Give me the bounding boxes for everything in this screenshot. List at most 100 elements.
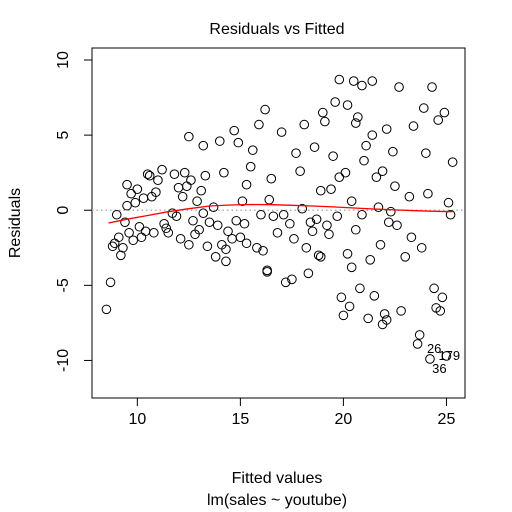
residual-point <box>109 238 120 249</box>
chart-title: Residuals vs Fitted <box>209 21 344 38</box>
residual-point <box>256 209 266 220</box>
residual-point <box>373 202 384 213</box>
residual-point <box>371 172 382 182</box>
residual-point <box>418 103 429 113</box>
residual-point <box>322 220 332 231</box>
residual-point <box>285 218 295 229</box>
point-label: 36 <box>432 361 446 376</box>
residual-point <box>136 232 147 243</box>
residual-point <box>295 166 305 176</box>
residual-point <box>379 309 390 319</box>
residual-point <box>241 179 252 190</box>
residual-point <box>194 224 204 235</box>
residual-point <box>315 251 326 262</box>
residual-point <box>192 196 202 207</box>
residual-point <box>120 217 130 228</box>
residual-point <box>318 107 328 118</box>
y-tick-label: -5 <box>55 278 72 292</box>
x-axis-subtitle: lm(sales ~ youtube) <box>207 492 347 509</box>
residual-point <box>334 74 345 85</box>
residual-point <box>140 226 151 237</box>
residual-point <box>392 220 402 231</box>
residual-point <box>272 227 283 238</box>
residual-point <box>177 191 188 202</box>
residual-point <box>342 100 353 110</box>
residual-point <box>247 145 258 155</box>
residual-point <box>353 112 363 122</box>
residual-point <box>357 80 367 91</box>
residual-point <box>153 175 163 185</box>
residual-point <box>208 202 219 213</box>
residual-point <box>126 188 136 199</box>
residual-point <box>289 233 299 244</box>
residual-point <box>433 115 444 125</box>
residual-point <box>204 217 215 228</box>
plot-frame <box>91 47 466 399</box>
residual-point <box>381 124 392 134</box>
residual-point <box>427 82 437 92</box>
residual-point <box>326 184 336 195</box>
residual-point <box>340 167 351 178</box>
residual-point <box>107 241 118 252</box>
residual-point <box>262 267 272 277</box>
residual-point <box>441 351 452 361</box>
residual-point <box>394 82 404 92</box>
x-tick-label: 15 <box>231 411 249 428</box>
residual-point <box>412 339 423 349</box>
residual-point <box>221 244 231 255</box>
residual-point <box>188 215 198 226</box>
residual-point <box>113 232 124 243</box>
residual-point <box>214 136 225 146</box>
smooth-line-group <box>108 203 453 224</box>
residual-point <box>184 239 194 250</box>
residual-point <box>149 227 159 238</box>
residual-point <box>383 217 394 228</box>
residual-point <box>130 197 141 208</box>
residual-point <box>252 242 262 253</box>
residual-point <box>260 104 270 115</box>
residual-point <box>128 235 139 246</box>
residual-point <box>175 233 186 244</box>
residual-point <box>223 226 233 237</box>
y-axis: -10 -5 0 5 10 <box>55 51 92 372</box>
residual-point <box>202 241 213 252</box>
residual-point <box>437 292 448 303</box>
residual-point <box>231 215 242 226</box>
residual-point <box>363 313 373 324</box>
residual-point <box>350 118 361 128</box>
residual-point <box>435 306 446 316</box>
residual-point <box>157 164 167 175</box>
residual-point <box>173 182 184 193</box>
residual-point <box>439 107 450 118</box>
residual-point <box>241 238 252 249</box>
residual-point <box>381 315 392 325</box>
residual-point <box>200 170 211 181</box>
residual-point <box>303 268 314 279</box>
residual-point <box>134 221 145 232</box>
residual-point <box>328 151 338 161</box>
residual-point <box>400 251 411 262</box>
residual-point <box>210 251 221 262</box>
residual-point <box>198 140 209 151</box>
residual-point <box>268 211 279 222</box>
y-tick-label: -10 <box>55 349 72 372</box>
residual-point <box>179 167 190 178</box>
residual-point <box>101 304 112 315</box>
residual-point <box>396 306 406 316</box>
residual-point <box>361 140 371 151</box>
residual-point <box>227 233 237 244</box>
residual-point <box>408 121 419 131</box>
residual-point <box>423 188 433 199</box>
residual-point <box>142 169 153 179</box>
residual-point <box>280 277 291 288</box>
residual-point <box>447 157 458 167</box>
residual-point <box>184 131 194 142</box>
residual-point <box>324 229 334 240</box>
residual-point <box>198 208 209 219</box>
residual-point <box>332 211 343 222</box>
residual-point <box>278 209 289 220</box>
residual-point <box>299 119 310 130</box>
residual-point <box>359 155 369 166</box>
x-axis: 10 15 20 25 <box>128 398 455 428</box>
